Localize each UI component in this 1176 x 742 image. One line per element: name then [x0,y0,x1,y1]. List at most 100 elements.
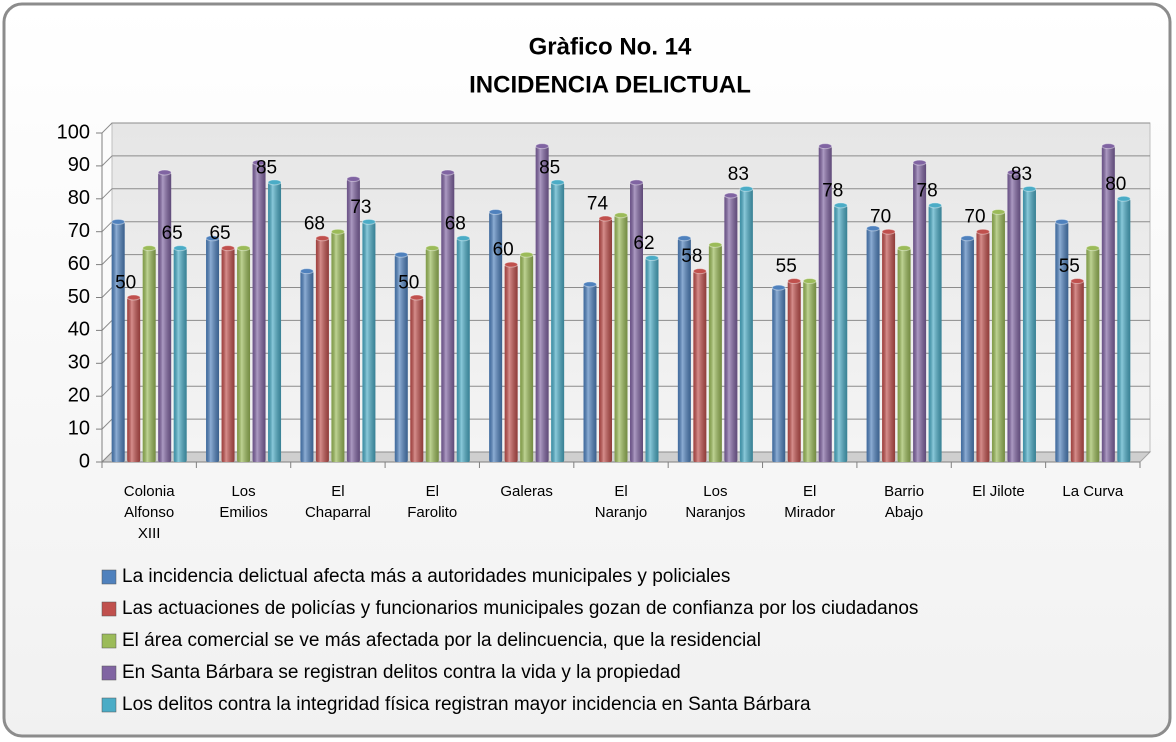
bar-cap [519,251,534,258]
bar-cap [425,245,440,252]
legend-swatch [101,569,117,585]
bar-shine [928,205,942,462]
y-tick-label: 60 [68,253,90,275]
bar-shine [520,254,534,462]
bar-cap [1054,218,1069,225]
bar-shine [551,182,565,462]
bar-cap [912,159,927,166]
data-label: 55 [776,256,797,277]
x-tick-label: XIII [138,525,161,542]
x-tick-label: El [803,483,816,500]
bar-shine [818,146,832,462]
bar-cap [173,245,188,252]
bar-shine [739,188,753,462]
data-label: 58 [681,246,702,267]
legend-swatch [101,697,117,713]
bar-shine [583,284,597,462]
bar-cap [771,284,786,291]
bar-cap [126,294,141,301]
bar-shine [535,146,549,462]
bar-cap [897,245,912,252]
bar-shine [724,195,738,462]
bar-cap [205,235,220,242]
bar-shine [1117,198,1131,463]
data-label: 78 [917,180,938,201]
bar-cap [440,169,455,176]
data-label: 70 [964,207,985,228]
bar-cap [598,215,613,222]
bar-cap [614,212,628,219]
bar-shine [1086,248,1100,462]
bar-cap [315,235,330,242]
bar-shine [268,182,282,462]
bar-cap [866,225,881,232]
bar-shine [913,162,927,463]
grid-line [101,155,1150,167]
bar-cap [787,278,802,285]
bar-shine [410,297,424,462]
x-tick-label: Mirador [784,504,835,521]
bar-cap [975,228,990,235]
bar-cap [739,185,754,192]
y-tick-label: 20 [68,384,90,406]
bar-shine [599,218,612,462]
grid-line [101,188,1150,200]
bar-cap [535,143,550,150]
bar-shine [441,172,455,463]
bar-shine [976,231,990,462]
y-tick-label: 40 [68,319,90,341]
legend-swatch [101,665,117,681]
bar-shine [693,271,707,462]
y-tick-label: 10 [68,417,90,439]
bar-cap [236,245,251,252]
bar-shine [1101,146,1115,462]
chart-subtitle: INCIDENCIA DELICTUAL [469,71,751,98]
legend-swatch [101,601,117,617]
data-label: 50 [115,273,136,294]
x-tick-label: Los [231,483,255,500]
data-label: 83 [728,164,749,185]
bar-cap [1022,185,1037,192]
bar-cap [802,278,817,285]
x-tick-label: Naranjos [685,504,745,521]
bar-cap [394,251,409,258]
bar-cap [1116,195,1131,202]
bar-cap [299,268,314,275]
bar-shine [456,238,470,462]
bar-shine [158,172,172,463]
data-label: 74 [587,194,609,215]
bar-cap [723,192,738,199]
bar-shine [504,264,518,462]
data-label: 80 [1105,174,1126,195]
legend-label: En Santa Bárbara se registran delitos co… [122,662,681,683]
bar-cap [409,294,424,301]
bar-cap [881,228,896,235]
bar-cap [111,218,126,225]
bar-shine [362,221,376,462]
bar-shine [127,297,141,462]
bar-cap [708,241,723,248]
legend-swatch [101,633,117,649]
bar-cap [330,228,345,235]
x-tick-label: Abajo [885,504,923,521]
data-label: 60 [493,240,514,261]
bar-shine [1007,172,1021,463]
bar-shine [300,271,314,462]
legend-label: Los delitos contra la integridad física … [122,694,811,715]
bar-shine [331,231,345,462]
y-tick-label: 30 [68,352,90,374]
bar-cap [583,281,597,288]
bar-shine [708,244,722,462]
x-tick-label: El [331,483,344,500]
bar-cap [629,179,644,186]
bar-shine [645,258,659,462]
bar-shine [142,248,156,462]
bar-shine [991,211,1005,462]
bar-cap [142,245,157,252]
y-tick-label: 100 [57,121,90,143]
bar-cap [1085,245,1100,252]
bar-cap [1006,169,1021,176]
bar-cap [928,202,943,209]
grid-line [101,122,1150,134]
data-label: 85 [539,157,560,178]
